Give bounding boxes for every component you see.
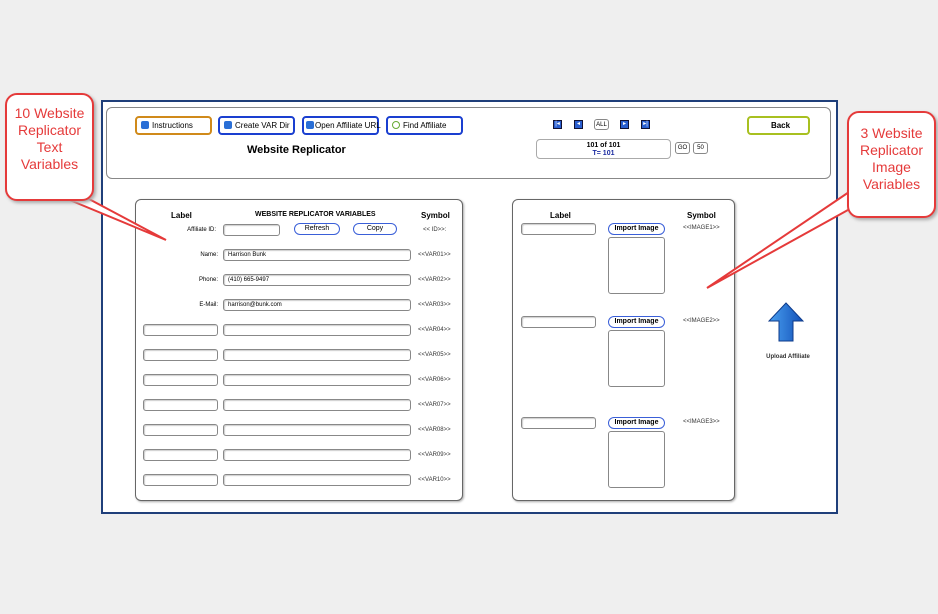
image-label-input[interactable] <box>521 417 596 429</box>
image-label-input[interactable] <box>521 316 596 328</box>
variable-value-input[interactable] <box>223 399 411 411</box>
symbol-header: Symbol <box>421 211 450 220</box>
back-button[interactable]: Back <box>747 116 810 135</box>
upload-affiliate-icon[interactable] <box>767 302 805 347</box>
variable-label: E-Mail: <box>199 302 218 308</box>
record-counter: 101 of 101 T= 101 <box>536 139 671 159</box>
left-callout-pointer <box>59 189 167 241</box>
image-variables-panel: Label Symbol Import Image <<IMAGE1>> Imp… <box>512 199 735 501</box>
import-image-button[interactable]: Import Image <box>608 223 665 235</box>
variable-value-input[interactable] <box>223 324 411 336</box>
variable-value-input[interactable] <box>223 374 411 386</box>
right-callout-pointer <box>706 189 867 289</box>
variable-symbol: <<VAR06>> <box>418 377 451 383</box>
next-record-icon[interactable]: ▸ <box>620 120 629 129</box>
create-var-dir-button[interactable]: Create VAR Dir <box>218 116 295 135</box>
import-image-button[interactable]: Import Image <box>608 417 665 429</box>
label-header: Label <box>171 211 192 220</box>
variable-symbol: <<VAR10>> <box>418 477 451 483</box>
variable-value-input[interactable] <box>223 424 411 436</box>
page-title: Website Replicator <box>247 144 346 156</box>
variable-value-input[interactable] <box>223 349 411 361</box>
all-button[interactable]: ALL <box>594 119 609 130</box>
go-button[interactable]: GO <box>675 142 690 154</box>
affiliate-symbol: << ID>>: <box>423 227 447 233</box>
variable-symbol: <<VAR07>> <box>418 402 451 408</box>
image-symbol: <<IMAGE1>> <box>683 225 720 231</box>
help-icon <box>141 121 149 129</box>
last-record-icon[interactable]: ▸| <box>641 120 650 129</box>
variable-label-input[interactable] <box>143 349 218 361</box>
copy-button[interactable]: Copy <box>353 223 397 235</box>
header-panel: Instructions Create VAR Dir Open Affilia… <box>106 107 831 179</box>
variable-symbol: <<VAR09>> <box>418 452 451 458</box>
find-affiliate-button[interactable]: Find Affiliate <box>386 116 463 135</box>
text-variables-panel: Label WEBSITE REPLICATOR VARIABLES Symbo… <box>135 199 463 501</box>
variable-symbol: <<VAR08>> <box>418 427 451 433</box>
label-header: Label <box>550 211 571 220</box>
refresh-button[interactable]: Refresh <box>294 223 340 235</box>
text-variables-callout: 10 Website Replicator Text Variables <box>5 93 94 201</box>
variable-label: Phone: <box>198 277 218 283</box>
import-image-button[interactable]: Import Image <box>608 316 665 328</box>
variable-symbol: <<VAR05>> <box>418 352 451 358</box>
image-symbol: <<IMAGE3>> <box>683 419 720 425</box>
upload-affiliate-label: Upload Affiliate <box>766 354 810 360</box>
first-record-icon[interactable]: |◂ <box>553 120 562 129</box>
open-affiliate-url-button[interactable]: Open Affiliate URL <box>302 116 381 135</box>
variable-value-input[interactable] <box>223 474 411 486</box>
variable-symbol: <<VAR01>> <box>418 252 451 258</box>
variable-label-input[interactable] <box>143 374 218 386</box>
variable-value-input[interactable]: (410) 665-9497 <box>223 274 411 286</box>
variable-value-input[interactable] <box>223 449 411 461</box>
variables-title: WEBSITE REPLICATOR VARIABLES <box>255 211 376 218</box>
variable-label-input[interactable] <box>143 399 218 411</box>
variable-label-input[interactable] <box>143 324 218 336</box>
upload-icon <box>224 121 232 129</box>
image-symbol: <<IMAGE2>> <box>683 318 720 324</box>
magnifier-icon <box>392 121 400 129</box>
variable-symbol: <<VAR04>> <box>418 327 451 333</box>
image-label-input[interactable] <box>521 223 596 235</box>
variable-label: Name: <box>200 252 218 258</box>
fifty-button[interactable]: 50 <box>693 142 708 154</box>
instructions-button[interactable]: Instructions <box>135 116 212 135</box>
image-preview[interactable] <box>608 431 665 488</box>
variable-symbol: <<VAR03>> <box>418 302 451 308</box>
symbol-header: Symbol <box>687 211 716 220</box>
variable-value-input[interactable]: Harrison Bunk <box>223 249 411 261</box>
variable-label-input[interactable] <box>143 424 218 436</box>
variable-symbol: <<VAR02>> <box>418 277 451 283</box>
affiliate-id-input[interactable] <box>223 224 280 236</box>
prev-record-icon[interactable]: ◂ <box>574 120 583 129</box>
variable-value-input[interactable]: harrison@bunk.com <box>223 299 411 311</box>
affiliate-id-label: Affiliate ID: <box>187 227 216 233</box>
image-preview[interactable] <box>608 237 665 294</box>
image-variables-callout: 3 Website Replicator Image Variables <box>847 111 936 218</box>
variable-label-input[interactable] <box>143 449 218 461</box>
variable-label-input[interactable] <box>143 474 218 486</box>
image-preview[interactable] <box>608 330 665 387</box>
page-icon <box>306 121 314 129</box>
